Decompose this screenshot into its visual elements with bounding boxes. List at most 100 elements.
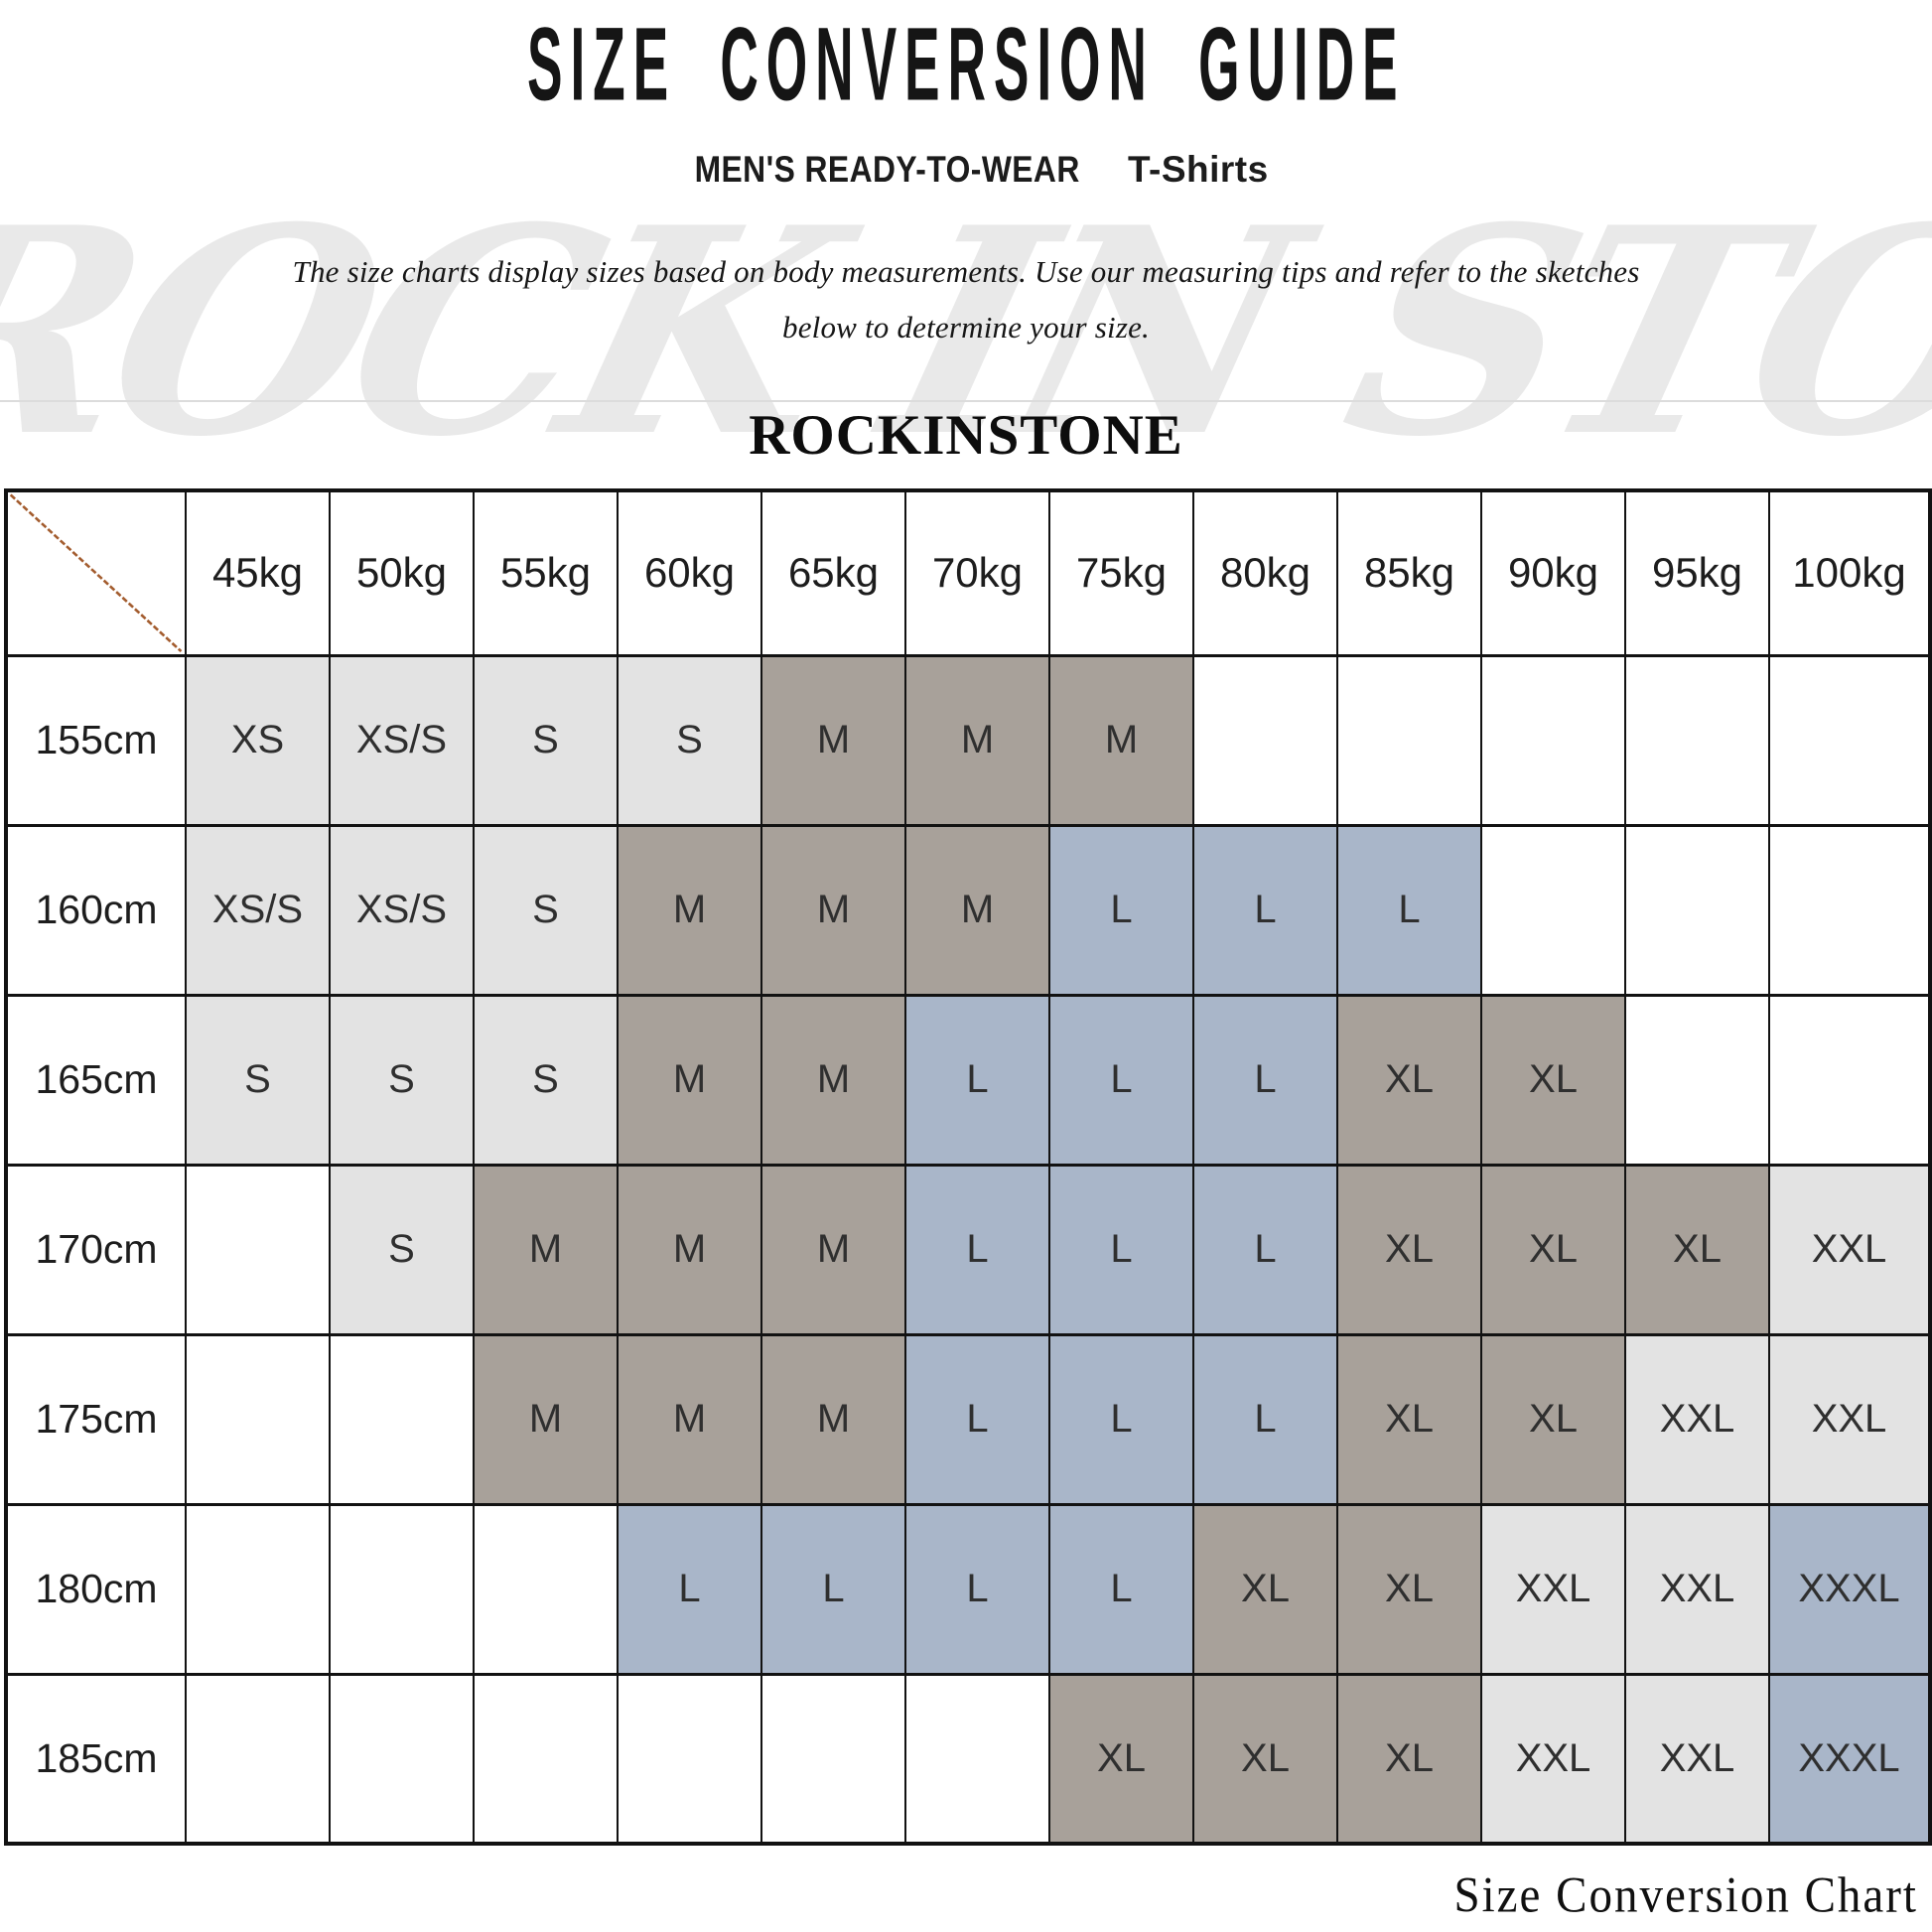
height-row-header: 185cm (5, 1672, 187, 1846)
size-cell: XL (1336, 1502, 1482, 1676)
size-cell: XXL (1768, 1163, 1931, 1336)
size-cell: M (617, 1163, 762, 1336)
size-cell: L (1048, 823, 1194, 997)
size-cell: M (904, 653, 1050, 827)
column-header-80kg: 80kg (1192, 488, 1338, 657)
size-cell: XL (1336, 1332, 1482, 1506)
row-160cm: 160cm XS/S XS/S S M M M L L L (5, 823, 1931, 997)
size-cell (329, 1502, 475, 1676)
column-header-60kg: 60kg (617, 488, 762, 657)
size-cell: L (1192, 1332, 1338, 1506)
column-header-75kg: 75kg (1048, 488, 1194, 657)
size-cell: L (760, 1502, 906, 1676)
footer-caption: Size Conversion Chart (1453, 1867, 1918, 1924)
size-cell: S (617, 653, 762, 827)
size-cell (760, 1672, 906, 1846)
size-cell (185, 1163, 331, 1336)
size-cell: XXL (1768, 1332, 1931, 1506)
size-cell (1624, 653, 1770, 827)
size-cell: L (1192, 1163, 1338, 1336)
size-cell: L (1336, 823, 1482, 997)
size-cell (473, 1502, 619, 1676)
size-cell: L (617, 1502, 762, 1676)
height-row-header: 160cm (5, 823, 187, 997)
column-header-70kg: 70kg (904, 488, 1050, 657)
size-conversion-table: 45kg 50kg 55kg 60kg 65kg 70kg 75kg 80kg … (4, 488, 1932, 1846)
size-cell: M (617, 993, 762, 1167)
size-cell (185, 1672, 331, 1846)
weight-header-row: 45kg 50kg 55kg 60kg 65kg 70kg 75kg 80kg … (5, 488, 1931, 657)
size-cell: M (760, 993, 906, 1167)
page-title: SIZE CONVERSION GUIDE (0, 4, 1932, 122)
size-cell: S (473, 823, 619, 997)
size-cell (185, 1502, 331, 1676)
row-170cm: 170cm S M M M L L L XL XL XL XXL (5, 1163, 1931, 1336)
height-row-header: 165cm (5, 993, 187, 1167)
row-165cm: 165cm S S S M M L L L XL XL (5, 993, 1931, 1167)
size-cell (617, 1672, 762, 1846)
size-cell: L (1048, 1502, 1194, 1676)
size-cell: M (617, 823, 762, 997)
size-cell (185, 1332, 331, 1506)
size-cell: S (329, 993, 475, 1167)
size-cell (1192, 653, 1338, 827)
size-cell: M (473, 1163, 619, 1336)
size-cell: XL (1336, 993, 1482, 1167)
size-cell: XXL (1624, 1672, 1770, 1846)
size-cell: XL (1624, 1163, 1770, 1336)
column-header-95kg: 95kg (1624, 488, 1770, 657)
column-header-65kg: 65kg (760, 488, 906, 657)
row-180cm: 180cm L L L L XL XL XXL XXL XXXL (5, 1502, 1931, 1676)
watermark-divider-line (0, 400, 1932, 402)
column-header-100kg: 100kg (1768, 488, 1931, 657)
size-cell: L (1048, 1163, 1194, 1336)
size-cell: XXXL (1768, 1672, 1931, 1846)
size-cell: M (760, 1163, 906, 1336)
size-cell (1480, 653, 1626, 827)
size-cell (1624, 993, 1770, 1167)
size-cell: XL (1336, 1163, 1482, 1336)
size-cell: M (760, 1332, 906, 1506)
size-cell: S (185, 993, 331, 1167)
size-cell: XXL (1624, 1502, 1770, 1676)
size-cell: M (1048, 653, 1194, 827)
size-cell: XL (1048, 1672, 1194, 1846)
height-row-header: 155cm (5, 653, 187, 827)
size-cell: XXXL (1768, 1502, 1931, 1676)
column-header-50kg: 50kg (329, 488, 475, 657)
column-header-85kg: 85kg (1336, 488, 1482, 657)
size-cell: XL (1192, 1672, 1338, 1846)
brand-name: ROCKINSTONE (749, 404, 1183, 467)
size-cell: L (904, 993, 1050, 1167)
size-cell: S (473, 653, 619, 827)
page-title-text: SIZE CONVERSION GUIDE (526, 5, 1406, 123)
size-cell: S (329, 1163, 475, 1336)
size-cell (1336, 653, 1482, 827)
size-cell: XS (185, 653, 331, 827)
size-cell: L (904, 1502, 1050, 1676)
column-header-90kg: 90kg (1480, 488, 1626, 657)
corner-cell (5, 488, 187, 657)
height-row-header: 180cm (5, 1502, 187, 1676)
description-line-2: below to determine your size. (782, 310, 1150, 345)
size-cell: M (473, 1332, 619, 1506)
size-cell: S (473, 993, 619, 1167)
subtitle: MEN'S READY-TO-WEAR T-Shirts (0, 149, 1932, 191)
column-header-55kg: 55kg (473, 488, 619, 657)
size-cell: L (1192, 823, 1338, 997)
size-cell: M (904, 823, 1050, 997)
size-cell: XS/S (185, 823, 331, 997)
size-cell (1480, 823, 1626, 997)
size-cell (1768, 653, 1931, 827)
size-cell: XXL (1624, 1332, 1770, 1506)
size-cell: XL (1336, 1672, 1482, 1846)
size-cell: XXL (1480, 1502, 1626, 1676)
size-cell (473, 1672, 619, 1846)
size-cell: XL (1480, 1163, 1626, 1336)
size-cell (329, 1332, 475, 1506)
size-cell: M (760, 653, 906, 827)
size-cell: M (617, 1332, 762, 1506)
description-line-1: The size charts display sizes based on b… (292, 254, 1640, 289)
row-185cm: 185cm XL XL XL XXL XXL XXXL (5, 1672, 1931, 1846)
